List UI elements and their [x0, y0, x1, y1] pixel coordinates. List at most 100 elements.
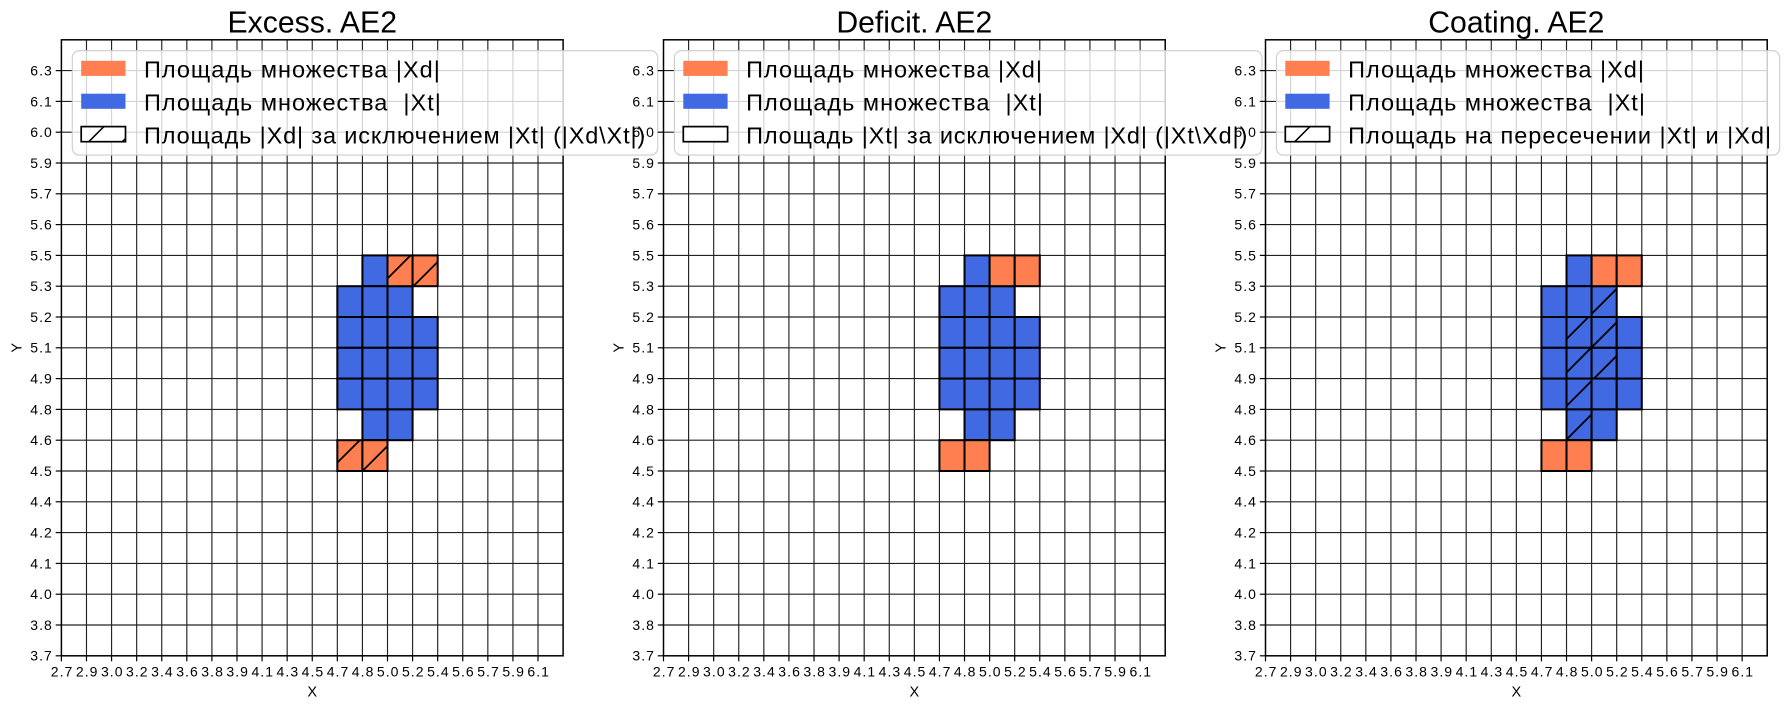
svg-text:5.6: 5.6	[1656, 664, 1679, 680]
svg-text:4.5: 4.5	[904, 664, 927, 680]
svg-text:4.2: 4.2	[30, 525, 53, 541]
svg-text:4.2: 4.2	[1234, 525, 1257, 541]
svg-text:2.9: 2.9	[76, 664, 99, 680]
svg-text:Площадь множества |Xt|: Площадь множества |Xt|	[144, 89, 442, 115]
svg-text:Y: Y	[1214, 343, 1230, 353]
svg-text:4.9: 4.9	[1234, 371, 1257, 387]
svg-text:4.9: 4.9	[30, 371, 53, 387]
svg-text:Y: Y	[9, 343, 25, 353]
svg-text:4.2: 4.2	[632, 525, 655, 541]
svg-text:5.4: 5.4	[1631, 664, 1654, 680]
svg-text:3.6: 3.6	[778, 664, 801, 680]
svg-text:3.6: 3.6	[176, 664, 199, 680]
svg-text:5.4: 5.4	[427, 664, 450, 680]
svg-text:5.7: 5.7	[477, 664, 500, 680]
svg-text:3.7: 3.7	[1234, 648, 1257, 664]
svg-text:4.3: 4.3	[1481, 664, 1504, 680]
svg-text:3.8: 3.8	[1234, 617, 1257, 633]
svg-text:4.1: 4.1	[632, 555, 655, 571]
svg-text:X: X	[910, 685, 920, 701]
svg-text:5.6: 5.6	[452, 664, 475, 680]
svg-text:5.9: 5.9	[1706, 664, 1729, 680]
svg-text:5.9: 5.9	[1104, 664, 1127, 680]
svg-text:5.0: 5.0	[979, 664, 1002, 680]
svg-text:5.2: 5.2	[632, 309, 655, 325]
svg-text:6.1: 6.1	[30, 93, 53, 109]
svg-text:4.8: 4.8	[352, 664, 375, 680]
svg-text:6.1: 6.1	[1130, 664, 1153, 680]
svg-text:5.2: 5.2	[1606, 664, 1629, 680]
svg-text:6.1: 6.1	[632, 93, 655, 109]
svg-text:2.7: 2.7	[653, 664, 676, 680]
svg-text:Y: Y	[612, 343, 628, 353]
svg-text:Deficit. AE2: Deficit. AE2	[836, 7, 992, 40]
svg-text:3.0: 3.0	[703, 664, 726, 680]
svg-text:5.7: 5.7	[1079, 664, 1102, 680]
svg-text:6.3: 6.3	[30, 63, 53, 79]
svg-text:5.9: 5.9	[632, 155, 655, 171]
svg-text:4.7: 4.7	[327, 664, 350, 680]
svg-text:5.0: 5.0	[1581, 664, 1604, 680]
svg-text:6.0: 6.0	[30, 124, 53, 140]
svg-text:5.2: 5.2	[1234, 309, 1257, 325]
svg-text:5.7: 5.7	[1681, 664, 1704, 680]
svg-text:5.6: 5.6	[1054, 664, 1077, 680]
svg-text:Площадь множества |Xd|: Площадь множества |Xd|	[144, 57, 441, 83]
svg-text:3.8: 3.8	[30, 617, 53, 633]
svg-text:2.9: 2.9	[1280, 664, 1303, 680]
svg-text:Площадь |Xt| за исключением |X: Площадь |Xt| за исключением |Xd| (|Xt\Xd…	[746, 122, 1248, 148]
svg-text:3.8: 3.8	[803, 664, 826, 680]
svg-text:4.1: 4.1	[1234, 555, 1257, 571]
svg-text:3.9: 3.9	[828, 664, 851, 680]
svg-text:X: X	[1512, 685, 1522, 701]
svg-text:4.3: 4.3	[879, 664, 902, 680]
svg-text:4.8: 4.8	[30, 401, 53, 417]
svg-text:3.2: 3.2	[126, 664, 149, 680]
svg-text:4.1: 4.1	[854, 664, 877, 680]
svg-text:4.8: 4.8	[1556, 664, 1579, 680]
svg-text:5.1: 5.1	[632, 340, 655, 356]
svg-text:Excess. AE2: Excess. AE2	[228, 7, 397, 40]
svg-text:5.7: 5.7	[1234, 186, 1257, 202]
svg-text:5.3: 5.3	[30, 278, 53, 294]
svg-text:4.1: 4.1	[251, 664, 274, 680]
svg-text:6.3: 6.3	[1234, 63, 1257, 79]
svg-text:3.4: 3.4	[753, 664, 776, 680]
svg-text:5.2: 5.2	[30, 309, 53, 325]
svg-text:4.0: 4.0	[632, 586, 655, 602]
svg-text:6.0: 6.0	[632, 124, 655, 140]
svg-text:4.5: 4.5	[1234, 463, 1257, 479]
svg-text:4.5: 4.5	[1506, 664, 1529, 680]
svg-text:5.3: 5.3	[632, 278, 655, 294]
svg-text:4.8: 4.8	[954, 664, 977, 680]
svg-text:3.9: 3.9	[1430, 664, 1453, 680]
svg-text:4.7: 4.7	[1531, 664, 1554, 680]
svg-text:4.5: 4.5	[302, 664, 325, 680]
svg-text:3.4: 3.4	[1355, 664, 1378, 680]
svg-text:6.0: 6.0	[1234, 124, 1257, 140]
svg-text:5.6: 5.6	[632, 217, 655, 233]
svg-text:2.7: 2.7	[1255, 664, 1278, 680]
svg-text:5.0: 5.0	[377, 664, 400, 680]
svg-text:5.6: 5.6	[30, 217, 53, 233]
svg-text:Площадь |Xd| за исключением |X: Площадь |Xd| за исключением |Xt| (|Xd\Xt…	[144, 122, 646, 148]
svg-text:3.9: 3.9	[226, 664, 249, 680]
svg-text:4.5: 4.5	[632, 463, 655, 479]
svg-text:3.8: 3.8	[1405, 664, 1428, 680]
svg-text:4.6: 4.6	[30, 432, 53, 448]
svg-text:Площадь множества |Xt|: Площадь множества |Xt|	[746, 89, 1044, 115]
svg-text:3.8: 3.8	[201, 664, 224, 680]
svg-text:5.1: 5.1	[30, 340, 53, 356]
svg-text:5.4: 5.4	[1029, 664, 1052, 680]
svg-text:3.7: 3.7	[632, 648, 655, 664]
svg-text:4.6: 4.6	[1234, 432, 1257, 448]
svg-text:3.2: 3.2	[728, 664, 751, 680]
svg-text:3.4: 3.4	[151, 664, 174, 680]
svg-text:5.9: 5.9	[502, 664, 525, 680]
svg-text:6.1: 6.1	[1732, 664, 1755, 680]
svg-text:5.2: 5.2	[402, 664, 425, 680]
svg-text:5.6: 5.6	[1234, 217, 1257, 233]
svg-text:4.1: 4.1	[30, 555, 53, 571]
svg-text:5.7: 5.7	[632, 186, 655, 202]
svg-text:2.7: 2.7	[51, 664, 74, 680]
